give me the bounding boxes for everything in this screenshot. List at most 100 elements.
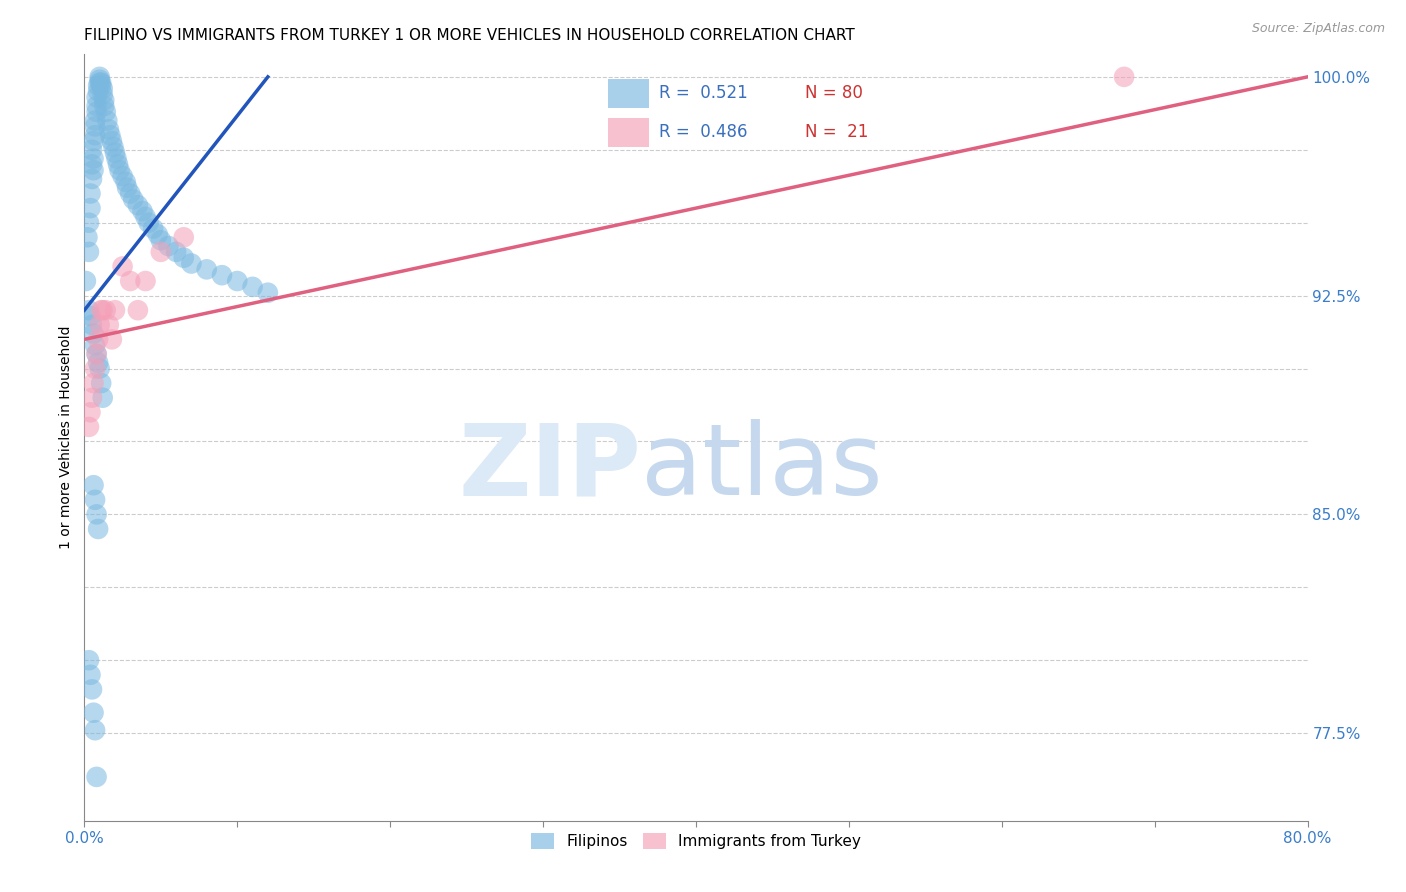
Point bbox=[83, 706, 105, 720]
Point bbox=[77, 244, 100, 259]
Point bbox=[79, 201, 101, 215]
Point bbox=[120, 274, 142, 288]
Point bbox=[98, 128, 121, 143]
Point bbox=[101, 332, 124, 346]
Point bbox=[104, 145, 127, 160]
Point bbox=[80, 391, 103, 405]
Point bbox=[89, 72, 111, 87]
Point bbox=[80, 172, 103, 186]
Point bbox=[146, 227, 169, 242]
Point bbox=[83, 163, 105, 178]
Text: atlas: atlas bbox=[641, 419, 883, 516]
Point bbox=[90, 78, 112, 93]
Point bbox=[135, 274, 157, 288]
Point bbox=[87, 332, 110, 346]
Point bbox=[80, 318, 103, 332]
Text: Source: ZipAtlas.com: Source: ZipAtlas.com bbox=[1251, 22, 1385, 36]
Point bbox=[79, 405, 101, 419]
Point bbox=[122, 192, 145, 206]
Point bbox=[105, 152, 128, 166]
Point bbox=[84, 120, 107, 134]
Point bbox=[79, 668, 101, 682]
Point bbox=[127, 303, 149, 318]
Point bbox=[84, 723, 107, 738]
Point bbox=[91, 81, 114, 95]
Point bbox=[80, 143, 103, 157]
Point bbox=[91, 391, 114, 405]
Point bbox=[89, 70, 111, 84]
Point bbox=[84, 113, 107, 128]
Point bbox=[83, 478, 105, 492]
Point bbox=[84, 361, 107, 376]
Point bbox=[90, 76, 112, 90]
Point bbox=[84, 338, 107, 352]
Point bbox=[101, 134, 124, 148]
Point bbox=[111, 260, 134, 274]
Point bbox=[149, 244, 172, 259]
Point bbox=[86, 770, 108, 784]
Point bbox=[108, 163, 131, 178]
Point bbox=[111, 169, 134, 183]
Point bbox=[84, 128, 107, 143]
Point bbox=[80, 682, 103, 697]
Point bbox=[86, 347, 108, 361]
Point bbox=[103, 140, 125, 154]
Point bbox=[91, 303, 114, 318]
Point bbox=[79, 186, 101, 201]
Point bbox=[80, 157, 103, 171]
Point bbox=[83, 152, 105, 166]
Point bbox=[127, 198, 149, 212]
Point bbox=[131, 204, 153, 219]
Point bbox=[93, 99, 115, 113]
Point bbox=[104, 303, 127, 318]
Point bbox=[135, 210, 157, 224]
Point bbox=[77, 420, 100, 434]
Point bbox=[114, 175, 136, 189]
Point bbox=[107, 157, 129, 171]
Point bbox=[115, 180, 138, 194]
Point bbox=[157, 239, 180, 253]
Point bbox=[180, 256, 202, 270]
Point bbox=[83, 376, 105, 391]
Point bbox=[195, 262, 218, 277]
Legend: Filipinos, Immigrants from Turkey: Filipinos, Immigrants from Turkey bbox=[524, 827, 868, 855]
Point bbox=[87, 78, 110, 93]
Point bbox=[86, 90, 108, 104]
Point bbox=[87, 85, 110, 99]
Point bbox=[89, 361, 111, 376]
Point bbox=[211, 268, 233, 283]
Point bbox=[77, 303, 100, 318]
Point bbox=[94, 303, 117, 318]
Point bbox=[90, 376, 112, 391]
Point bbox=[91, 87, 114, 102]
Point bbox=[75, 274, 97, 288]
Point bbox=[1114, 70, 1136, 84]
Point bbox=[173, 230, 195, 244]
Point bbox=[138, 216, 160, 230]
Text: FILIPINO VS IMMIGRANTS FROM TURKEY 1 OR MORE VEHICLES IN HOUSEHOLD CORRELATION C: FILIPINO VS IMMIGRANTS FROM TURKEY 1 OR … bbox=[84, 28, 855, 43]
Point bbox=[142, 221, 165, 235]
Point bbox=[77, 653, 100, 667]
Point bbox=[86, 104, 108, 119]
Point bbox=[89, 318, 111, 332]
Point bbox=[96, 113, 118, 128]
Point bbox=[87, 356, 110, 370]
Point bbox=[77, 216, 100, 230]
Point bbox=[84, 492, 107, 507]
Point bbox=[86, 99, 108, 113]
Point bbox=[83, 134, 105, 148]
Point bbox=[97, 318, 120, 332]
Point bbox=[79, 309, 101, 323]
Point bbox=[89, 76, 111, 90]
Text: ZIP: ZIP bbox=[458, 419, 641, 516]
Point bbox=[86, 347, 108, 361]
Point bbox=[87, 522, 110, 536]
Point bbox=[149, 233, 172, 247]
Point bbox=[94, 104, 117, 119]
Point bbox=[173, 251, 195, 265]
Point bbox=[76, 230, 98, 244]
Point bbox=[165, 244, 187, 259]
Point bbox=[86, 508, 108, 522]
Point bbox=[226, 274, 249, 288]
Point bbox=[120, 186, 142, 201]
